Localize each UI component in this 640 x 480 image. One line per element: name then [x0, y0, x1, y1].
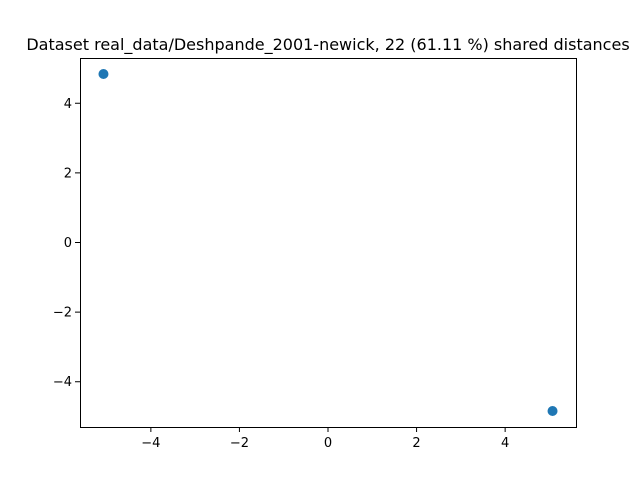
y-tick-label: 2: [64, 166, 72, 181]
scatter-point: [547, 405, 558, 416]
y-tick-label: 0: [64, 236, 72, 251]
plot-area-frame: [80, 58, 577, 428]
x-tick-label: 0: [324, 436, 332, 451]
axis-ticks: −4 −2 0 2 4 −4 −2 0 2 4: [53, 97, 509, 451]
x-tick-label: −2: [230, 436, 249, 451]
x-tick-label: 2: [412, 436, 420, 451]
scatter-point: [98, 69, 109, 80]
chart-title: Dataset real_data/Deshpande_2001-newick,…: [26, 35, 629, 55]
y-tick-label: −2: [53, 306, 72, 321]
y-tick-label: 4: [64, 97, 72, 112]
x-tick-label: 4: [501, 436, 509, 451]
data-points: [98, 69, 558, 416]
x-tick-label: −4: [141, 436, 160, 451]
y-tick-label: −4: [53, 375, 72, 390]
